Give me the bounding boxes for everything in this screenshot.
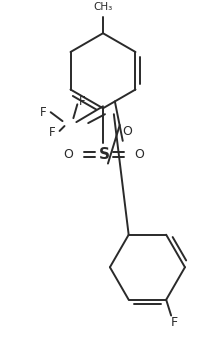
Text: F: F [40, 106, 46, 119]
Text: O: O [122, 126, 132, 139]
Text: O: O [135, 148, 144, 161]
Text: CH₃: CH₃ [93, 1, 113, 12]
Text: S: S [98, 147, 109, 162]
Text: F: F [171, 316, 178, 329]
Text: O: O [63, 148, 73, 161]
Text: F: F [79, 95, 85, 108]
Text: F: F [49, 126, 56, 139]
